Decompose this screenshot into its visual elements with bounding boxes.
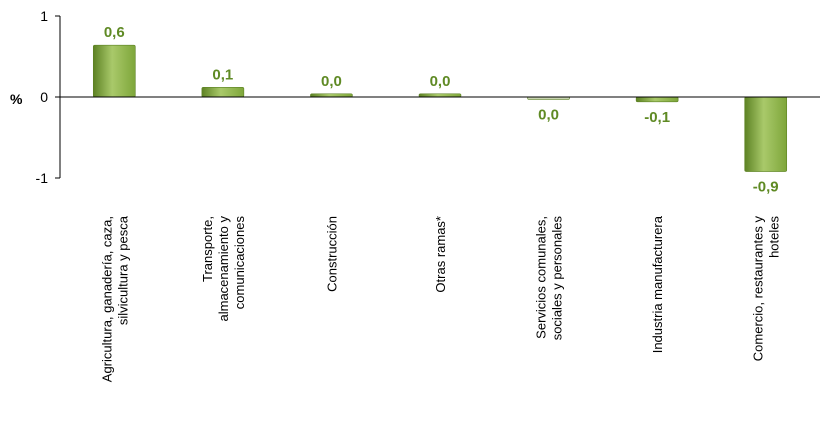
y-axis: 1 0 -1 [36,8,61,186]
data-labels: 0,6 0,1 0,0 0,0 0,0 -0,1 -0,9 [104,24,779,195]
category-label: Industria manufacturera [650,215,665,353]
category-label-line: Otras ramas* [433,216,448,293]
category-label-line: Transporte, [200,216,215,282]
category-label-line: Agricultura, ganadería, caza, [99,216,114,382]
bars [92,44,788,172]
data-label: -0,9 [753,179,779,196]
category-labels: Agricultura, ganadería, caza, silvicultur… [99,215,781,382]
y-tick-label: -1 [36,170,49,186]
category-label-line: comunicaciones [232,216,247,310]
bar [201,86,245,98]
y-tick-label: 0 [40,89,48,105]
data-label: 0,0 [321,73,342,90]
y-axis-label: % [10,91,23,107]
category-label-line: hoteles [767,216,782,258]
category-label-line: almacenamiento y [216,216,231,322]
category-label-line: Comercio, restaurantes y [751,216,766,362]
category-label-line: sociales y personales [550,216,565,341]
data-label: 0,0 [538,106,559,123]
category-label: Otras ramas* [433,216,448,293]
category-label: Construcción [324,216,339,292]
data-label: 0,6 [104,24,125,41]
bar [744,96,788,172]
data-label: -0,1 [644,109,670,126]
category-label-line: Construcción [324,216,339,292]
category-label: Comercio, restaurantes y hoteles [751,216,782,362]
bar [635,96,679,103]
category-label: Agricultura, ganadería, caza, silvicultur… [99,215,130,382]
category-label-line: silvicultura y pesca [115,215,130,325]
data-label: 0,1 [212,66,233,83]
category-label: Transporte, almacenamiento y comunicacione… [200,216,247,322]
category-label-line: Industria manufacturera [650,215,665,353]
category-label-line: Servicios comunales, [534,216,549,339]
y-tick-label: 1 [40,8,48,24]
category-label: Servicios comunales, sociales y personale… [534,216,565,341]
data-label: 0,0 [430,73,451,90]
bar [92,44,136,98]
